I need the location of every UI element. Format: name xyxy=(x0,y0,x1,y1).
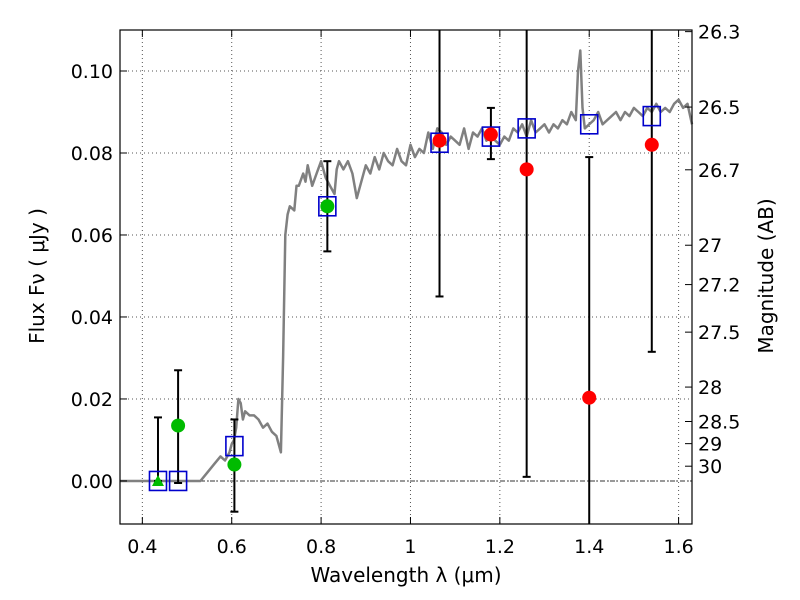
x-tick-label: 1.2 xyxy=(485,536,515,558)
nir-flux-point xyxy=(519,162,534,177)
upper-limit-triangle xyxy=(151,474,164,486)
template-spectrum-layer xyxy=(120,49,694,483)
tick-layer xyxy=(120,30,692,524)
optical-flux-point xyxy=(227,457,242,472)
x-tick-label: 0.6 xyxy=(217,536,247,558)
model-flux-square xyxy=(642,105,662,127)
model-flux-square xyxy=(168,470,188,492)
mag-tick-label: 26.5 xyxy=(698,97,740,119)
y2-axis-label: Magnitude (AB) xyxy=(754,198,778,353)
y-tick-label: 0.08 xyxy=(71,143,113,165)
template-spectrum-line xyxy=(120,49,694,483)
x-tick-label: 1.4 xyxy=(574,536,604,558)
optical-flux-point xyxy=(320,199,335,214)
model-flux-square xyxy=(579,113,599,135)
mag-tick-label: 26.3 xyxy=(698,22,740,44)
tick-label-layer: 0.4 0.6 0.8 1 1.2 1.4 1.6 0.00 0.02 0.04 0.06 0.08 0… xyxy=(71,22,741,558)
x-axis-label: Wavelength λ (μm) xyxy=(310,563,501,587)
plot-frame xyxy=(119,29,693,525)
model-flux-square xyxy=(148,470,168,492)
marker-layer xyxy=(148,105,662,492)
mag-tick-label: 27.2 xyxy=(698,275,740,297)
model-flux-square xyxy=(225,435,244,457)
optical-flux-point xyxy=(171,418,186,433)
x-tick-label: 1 xyxy=(404,536,416,558)
y-tick-label: 0.00 xyxy=(71,471,113,493)
nir-flux-point xyxy=(483,127,498,142)
mag-tick-label: 26.7 xyxy=(698,160,740,182)
mag-tick-label: 30 xyxy=(698,456,722,478)
mag-tick-label: 27.5 xyxy=(698,322,740,344)
mag-tick-label: 29 xyxy=(698,434,722,456)
nir-flux-point xyxy=(644,137,659,152)
mag-tick-label: 27 xyxy=(698,235,722,257)
x-tick-label: 0.8 xyxy=(306,536,336,558)
mag-tick-label: 28.5 xyxy=(698,412,740,434)
x-tick-label: 1.6 xyxy=(663,536,693,558)
mag-tick-label: 28 xyxy=(698,377,722,399)
error-bar-layer xyxy=(153,30,656,524)
y-tick-label: 0.02 xyxy=(71,389,113,411)
nir-flux-point xyxy=(582,390,597,405)
model-flux-square xyxy=(430,132,449,154)
x-tick-label: 0.4 xyxy=(127,536,157,558)
model-flux-square xyxy=(318,195,337,217)
model-flux-square xyxy=(517,118,536,139)
y-tick-label: 0.10 xyxy=(71,61,113,83)
y-axis-label: Flux Fν ( μJy ) xyxy=(25,208,49,344)
y-tick-label: 0.04 xyxy=(71,307,113,329)
grid-layer xyxy=(120,30,692,524)
model-flux-square xyxy=(481,126,501,147)
nir-flux-point xyxy=(432,133,447,148)
y-tick-label: 0.06 xyxy=(71,225,113,247)
